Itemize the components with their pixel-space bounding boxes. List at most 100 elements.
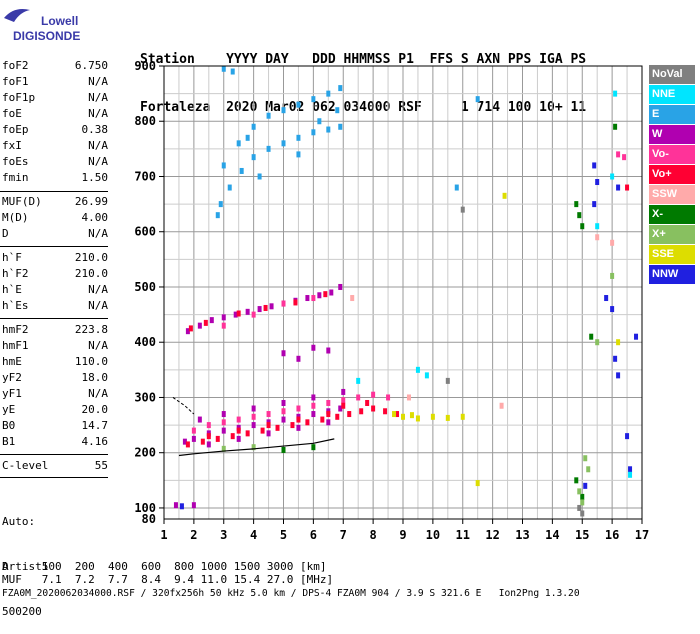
param-row: foEs N/A: [2, 154, 108, 170]
param-label: C-level: [2, 459, 49, 472]
y-bottom-label: 80: [142, 512, 156, 526]
param-label: h`E: [2, 283, 22, 296]
y-tick-label: 400: [134, 335, 156, 349]
logo-arc-icon: [4, 9, 30, 22]
param-label: yF2: [2, 371, 22, 384]
auto-artist: Artist5: [2, 560, 49, 573]
param-row: foF1 N/A: [2, 74, 108, 90]
legend-item-x: X-: [649, 205, 695, 224]
data-point-ssw: [610, 239, 615, 246]
data-point-sse: [616, 339, 621, 346]
param-value: 223.8: [74, 323, 108, 336]
data-point-vo: [323, 291, 328, 298]
data-point-e: [245, 134, 250, 141]
data-point-vo: [326, 399, 331, 406]
file-info-row: FZA0M_2020062034000.RSF / 320fx256h 50 k…: [2, 588, 580, 599]
data-point-vo: [371, 405, 376, 412]
data-point-e: [221, 162, 226, 169]
data-point-e: [251, 154, 256, 161]
data-point-nnw: [616, 372, 621, 379]
data-point-vo: [395, 411, 400, 418]
data-point-vo: [616, 151, 621, 158]
data-point-vo: [275, 424, 280, 431]
data-point-w: [311, 394, 316, 401]
data-point-vo: [290, 422, 295, 429]
x-tick-label: 9: [399, 528, 406, 542]
separator: [0, 191, 108, 192]
data-point-w: [317, 292, 322, 299]
data-point-vo: [236, 416, 241, 423]
param-label: yF1: [2, 387, 22, 400]
data-point-noval: [577, 504, 582, 511]
param-label: hmE: [2, 355, 22, 368]
data-point-w: [251, 405, 256, 412]
logo-lowell-text: Lowell: [41, 14, 79, 28]
data-point-vo: [293, 299, 298, 306]
data-point-sse: [415, 415, 420, 422]
data-point-e: [311, 96, 316, 103]
data-point-vo: [305, 419, 310, 426]
x-tick-label: 3: [220, 528, 227, 542]
y-tick-label: 700: [134, 169, 156, 183]
param-value: N/A: [88, 75, 108, 88]
params-muf: MUF(D) 26.99 M(D) 4.00 D N/A: [2, 194, 108, 242]
data-point-w: [191, 502, 196, 509]
legend-item-nne: NNE: [649, 85, 695, 104]
data-point-e: [454, 184, 459, 191]
param-value: 210.0: [74, 251, 108, 264]
param-label: MUF(D): [2, 195, 42, 208]
data-point-vo: [326, 411, 331, 418]
y-tick-label: 300: [134, 390, 156, 404]
data-point-ssw: [595, 234, 600, 241]
param-value: N/A: [88, 227, 108, 240]
data-point-w: [281, 350, 286, 357]
data-point-vo: [191, 427, 196, 434]
data-point-x: [281, 446, 286, 453]
data-point-e: [227, 184, 232, 191]
data-point-vo: [236, 427, 241, 434]
data-point-e: [266, 145, 271, 152]
polarization-legend: NoVal NNE E W Vo- Vo+ SSW X- X+ SSE NNW: [649, 65, 695, 285]
data-point-x: [589, 333, 594, 340]
auto-label: Auto:: [2, 515, 36, 528]
separator: [0, 318, 108, 319]
legend-item-ssw: SSW: [649, 185, 695, 204]
data-point-sse: [409, 412, 414, 419]
chart-curves: [172, 397, 335, 457]
data-point-vo: [311, 402, 316, 409]
data-point-vo: [335, 413, 340, 420]
data-point-w: [266, 430, 271, 437]
data-point-vo: [185, 441, 190, 448]
data-point-x: [221, 445, 226, 452]
data-point-e: [251, 123, 256, 130]
param-row: D N/A: [2, 226, 108, 242]
param-label: foEp: [2, 123, 29, 136]
data-point-w: [338, 405, 343, 412]
data-point-w: [197, 322, 202, 329]
param-value: 4.00: [81, 211, 109, 224]
data-point-nne: [610, 173, 615, 180]
data-point-nnw: [592, 201, 597, 208]
data-point-vo: [203, 319, 208, 326]
param-label: foF1p: [2, 91, 36, 104]
chart-marks: [173, 65, 639, 517]
data-point-nnw: [610, 306, 615, 313]
data-point-w: [236, 435, 241, 442]
data-point-w: [185, 328, 190, 335]
ionogram-chart: 1 2 3 4 5 6 7 8 9 10 11 12 13 14 15 16 17100200300400500…: [134, 59, 649, 542]
param-row: h`E N/A: [2, 282, 108, 298]
x-tick-label: 5: [280, 528, 287, 542]
data-point-e: [281, 140, 286, 147]
data-point-w: [191, 435, 196, 442]
data-point-x: [251, 444, 256, 451]
data-point-vo: [371, 391, 376, 398]
param-row: M(D) 4.00: [2, 210, 108, 226]
x-tick-label: 16: [605, 528, 619, 542]
x-tick-label: 1: [160, 528, 167, 542]
data-point-nne: [595, 223, 600, 230]
params-clevel: C-level 55: [2, 458, 108, 474]
data-point-vo: [260, 427, 265, 434]
data-point-w: [311, 411, 316, 418]
data-point-noval: [460, 206, 465, 213]
legend-item-e: E: [649, 105, 695, 124]
